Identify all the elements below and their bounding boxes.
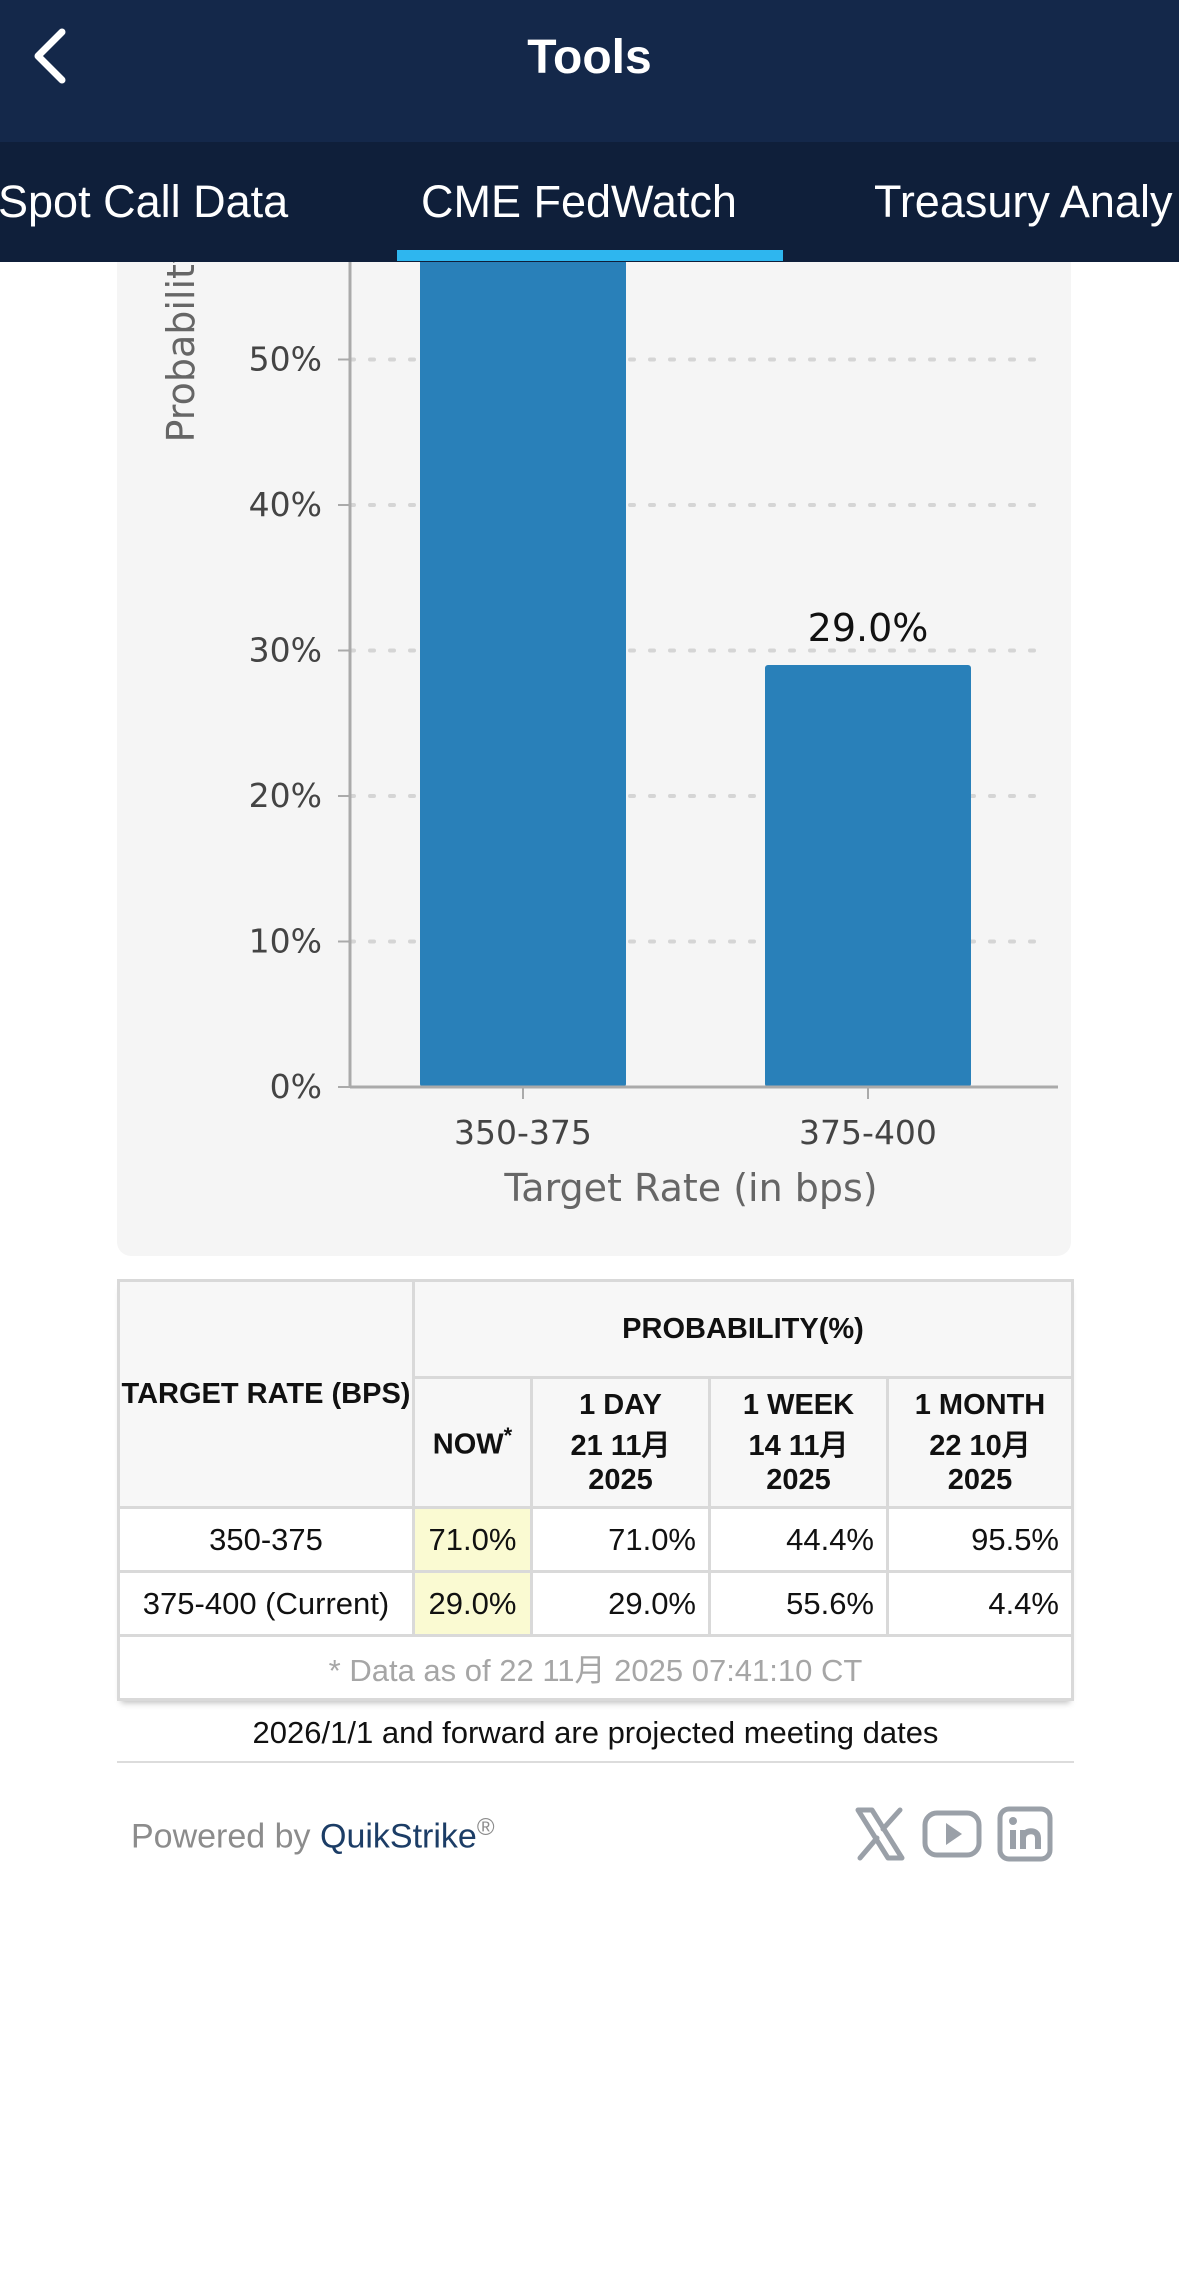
header-1-week-line1: 1 WEEK <box>742 1388 855 1421</box>
tab-bar: Spot Call Data CME FedWatch Treasury Ana… <box>0 142 1179 262</box>
cell-1-month: 4.4% <box>886 1570 1074 1637</box>
registered-mark: ® <box>476 1814 495 1841</box>
cell-1-week: 44.4% <box>708 1506 889 1573</box>
powered-by-label: Powered by <box>131 1817 311 1856</box>
chevron-left-icon <box>34 28 66 84</box>
header-now-mark: * <box>503 1423 513 1449</box>
back-button[interactable] <box>20 26 80 86</box>
y-tick-label: 10% <box>249 922 322 961</box>
cell-1-week: 55.6% <box>708 1570 889 1637</box>
cell-now: 71.0% <box>412 1506 533 1573</box>
x-tick-label: 350-375 <box>454 1113 592 1152</box>
bar-data-label: 29.0% <box>808 606 929 650</box>
header-now-label: NOW <box>432 1428 504 1461</box>
quikstrike-link[interactable]: QuikStrike <box>320 1817 477 1856</box>
cell-1-month: 95.5% <box>886 1506 1074 1573</box>
cell-now: 29.0% <box>412 1570 533 1637</box>
y-tick-label: 20% <box>249 776 322 815</box>
x-tick-label: 375-400 <box>799 1113 937 1152</box>
header-1-month-line1: 1 MONTH <box>914 1388 1046 1421</box>
y-axis-title: Probability <box>159 262 203 442</box>
header-now: NOW* <box>412 1376 533 1509</box>
header-1-day-line1: 1 DAY <box>579 1388 662 1421</box>
x-icon[interactable] <box>852 1806 908 1862</box>
table-row: 375-400 (Current) 29.0% 29.0% 55.6% 4.4% <box>117 1570 1074 1637</box>
header-1-week-line2: 14 11月 <box>748 1429 849 1462</box>
page-title: Tools <box>527 31 652 84</box>
header-1-week-line3: 2025 <box>766 1463 831 1496</box>
header-1-week: 1 WEEK 14 11月 2025 <box>708 1376 889 1509</box>
tab-treasury-analytics[interactable]: Treasury Analy <box>874 176 1173 227</box>
active-tab-indicator <box>397 250 783 261</box>
linkedin-icon[interactable] <box>997 1806 1053 1862</box>
probability-bar-chart: 0% 10% 20% 30% 40% 50% 350-375 29.0% 375-400 Targ… <box>159 262 1058 1210</box>
tab-cme-fedwatch[interactable]: CME FedWatch <box>421 176 737 227</box>
header-target-rate: TARGET RATE (BPS) <box>117 1279 415 1509</box>
youtube-icon[interactable] <box>922 1806 982 1862</box>
header-1-month-line3: 2025 <box>947 1463 1013 1496</box>
y-tick-label: 40% <box>249 485 322 524</box>
header-1-day-line2: 21 11月 <box>570 1429 671 1462</box>
cell-1-day: 71.0% <box>530 1506 711 1573</box>
tab-spot-call-data[interactable]: Spot Call Data <box>0 176 289 227</box>
cell-rate: 350-375 <box>117 1506 415 1573</box>
header-1-day-line3: 2025 <box>588 1463 653 1496</box>
data-timestamp-note: * Data as of 22 11月 2025 07:41:10 CT <box>117 1634 1074 1701</box>
header-1-day: 1 DAY 21 11月 2025 <box>530 1376 711 1509</box>
header-1-month-line2: 22 10月 <box>929 1429 1031 1462</box>
y-tick-label: 30% <box>249 631 322 670</box>
x-axis-title: Target Rate (in bps) <box>503 1166 877 1210</box>
bar-375-400 <box>765 665 971 1087</box>
bar-350-375 <box>420 262 626 1087</box>
probability-table: TARGET RATE (BPS) PROBABILITY(%) NOW* 1 … <box>117 1279 1074 1701</box>
y-tick-label: 0% <box>270 1067 322 1106</box>
projected-dates-note: 2026/1/1 and forward are projected meeti… <box>117 1715 1074 1763</box>
header-probability: PROBABILITY(%) <box>412 1279 1074 1379</box>
probability-chart-panel: 0% 10% 20% 30% 40% 50% 350-375 29.0% 375-400 Targ… <box>117 262 1071 1256</box>
y-tick-label: 50% <box>249 340 322 379</box>
cell-rate: 375-400 (Current) <box>117 1570 415 1637</box>
cell-1-day: 29.0% <box>530 1570 711 1637</box>
top-app-bar: Tools <box>0 0 1179 142</box>
powered-by: Powered by QuikStrike® <box>131 1814 495 1856</box>
table-row: 350-375 71.0% 71.0% 44.4% 95.5% <box>117 1506 1074 1573</box>
header-1-month: 1 MONTH 22 10月 2025 <box>886 1376 1074 1509</box>
